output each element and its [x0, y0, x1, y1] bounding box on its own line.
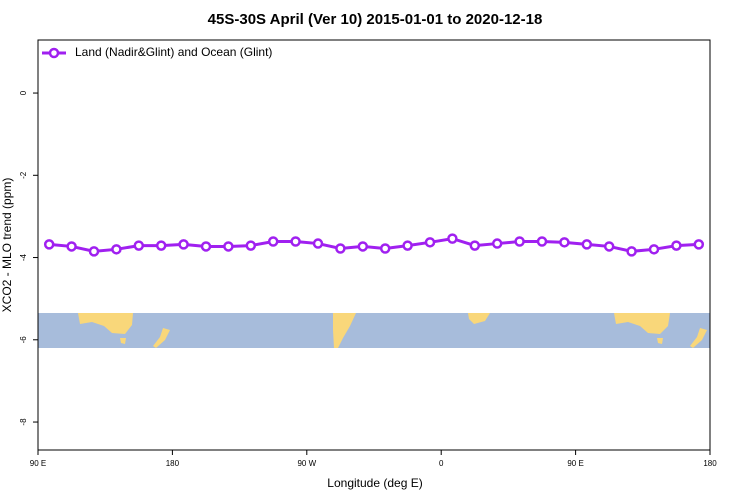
y-tick-label: -4: [19, 253, 28, 261]
legend-marker: [48, 47, 60, 59]
data-point: [536, 236, 548, 247]
data-point: [581, 239, 593, 250]
data-point: [491, 238, 503, 249]
data-point: [66, 241, 77, 252]
data-point: [469, 240, 481, 251]
y-tick-label: -8: [19, 418, 28, 426]
data-point: [514, 236, 525, 247]
data-point: [245, 240, 257, 251]
plot-frame: [37, 39, 711, 451]
series-line: [49, 237, 699, 253]
data-point: [424, 237, 436, 248]
x-tick-label: 180: [703, 459, 717, 468]
data-point: [111, 244, 122, 255]
data-point: [155, 240, 167, 251]
x-tick-label: 0: [439, 459, 444, 468]
y-tick-label: -6: [19, 336, 28, 344]
data-point: [178, 239, 189, 250]
x-tick-label: 90 E: [30, 459, 46, 468]
data-point: [43, 239, 55, 250]
y-axis-label: XCO2 - MLO trend (ppm): [0, 178, 14, 313]
data-point: [290, 236, 301, 247]
data-point: [693, 239, 705, 250]
data-point: [335, 243, 346, 254]
data-point: [648, 244, 660, 255]
map-strip: [38, 313, 710, 348]
data-point: [200, 241, 212, 252]
x-tick-label: 180: [166, 459, 180, 468]
chart-title: 45S-30S April (Ver 10) 2015-01-01 to 202…: [208, 11, 543, 28]
data-point: [133, 240, 145, 251]
data-point: [379, 243, 391, 254]
data-point: [88, 246, 100, 257]
x-axis-label: Longitude (deg E): [327, 476, 422, 490]
data-point: [626, 246, 637, 257]
x-tick-label: 90 W: [297, 459, 316, 468]
data-point: [267, 236, 279, 247]
x-tick-label: 90 E: [567, 459, 583, 468]
y-tick-label: 0: [19, 90, 28, 95]
data-point: [312, 238, 324, 249]
data-point: [603, 241, 615, 252]
data-point: [671, 240, 682, 251]
data-point: [447, 233, 458, 244]
data-point: [223, 241, 234, 252]
data-point: [357, 241, 369, 252]
data-point: [402, 240, 413, 251]
y-tick-label: -2: [19, 171, 28, 179]
data-point: [559, 237, 570, 248]
legend-label: Land (Nadir&Glint) and Ocean (Glint): [75, 45, 272, 59]
